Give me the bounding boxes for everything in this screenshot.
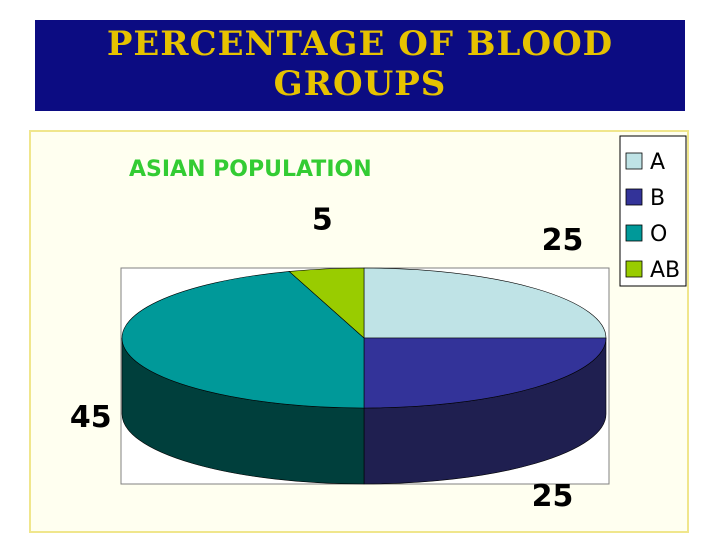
title-banner: PERCENTAGE OF BLOOD GROUPS: [35, 20, 685, 111]
data-label-o: 45: [70, 400, 112, 435]
legend-swatch-o: [625, 224, 643, 242]
legend-swatch-ab: [625, 260, 643, 278]
legend-label-ab: AB: [650, 258, 680, 283]
pie-slice-b: [363, 337, 607, 409]
legend-swatch-b: [625, 188, 643, 206]
legend-label-o: O: [650, 222, 667, 247]
legend-label-a: A: [650, 150, 665, 175]
legend-label-b: B: [650, 186, 665, 211]
chart-subtitle: ASIAN POPULATION: [129, 157, 372, 182]
data-label-ab: 5: [312, 202, 333, 237]
legend-swatch-a: [625, 152, 643, 170]
pie-slice-o: [121, 271, 365, 409]
pie-slice-a: [363, 267, 607, 339]
page-title: PERCENTAGE OF BLOOD GROUPS: [106, 24, 614, 104]
pie-slice-ab: [288, 267, 365, 339]
data-label-b: 25: [532, 479, 574, 514]
data-label-a: 25: [542, 223, 584, 258]
